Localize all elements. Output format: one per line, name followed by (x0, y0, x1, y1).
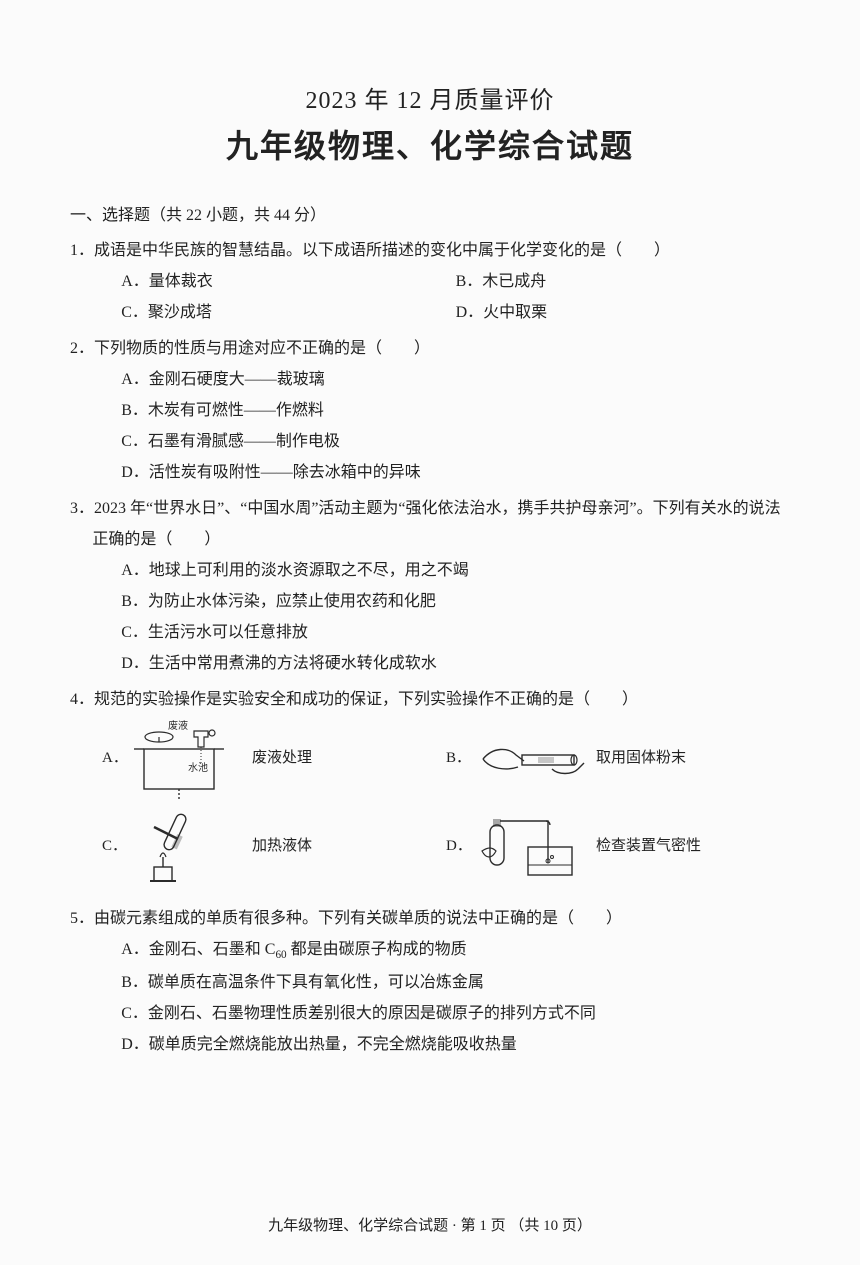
question-stem: 2．下列物质的性质与用途对应不正确的是（ ） (70, 333, 790, 364)
question-stem: 5．由碳元素组成的单质有很多种。下列有关碳单质的说法中正确的是（ ） (70, 903, 790, 934)
option-letter: B． (446, 744, 470, 773)
question-number: 5． (70, 910, 94, 927)
question-number: 4． (70, 691, 94, 708)
page-title: 九年级物理、化学综合试题 (70, 121, 790, 167)
question-stem: 1．成语是中华民族的智慧结晶。以下成语所描述的变化中属于化学变化的是（ ） (70, 235, 790, 266)
option-d: D．火中取栗 (456, 297, 790, 328)
option-b: B．碳单质在高温条件下具有氧化性，可以冶炼金属 (121, 967, 790, 998)
question-text: 下列物质的性质与用途对应不正确的是（ ） (94, 340, 430, 357)
figure-option-a: A． 废液 水池 废液处理 (102, 719, 446, 799)
question-number: 3． (70, 500, 94, 517)
option-d: D．生活中常用煮沸的方法将硬水转化成软水 (121, 648, 790, 679)
question-text: 成语是中华民族的智慧结晶。以下成语所描述的变化中属于化学变化的是（ ） (94, 242, 670, 259)
option-letter: A． (102, 744, 126, 773)
waste-liquid-icon: 废液 水池 (134, 719, 244, 799)
exam-page: 2023 年 12 月质量评价 九年级物理、化学综合试题 一、选择题（共 22 … (0, 0, 860, 1265)
heat-liquid-icon (134, 807, 244, 887)
option-b: B．木炭有可燃性——作燃料 (121, 395, 790, 426)
option-c: C．聚沙成塔 (121, 297, 455, 328)
option-c: C．生活污水可以任意排放 (121, 617, 790, 648)
option-a: A．金刚石、石墨和 C60 都是由碳原子构成的物质 (121, 934, 790, 967)
figure-caption: 废液处理 (252, 744, 312, 773)
question-2: 2．下列物质的性质与用途对应不正确的是（ ） A．金刚石硬度大——裁玻璃 B．木… (70, 333, 790, 489)
option-d: D．活性炭有吸附性——除去冰箱中的异味 (121, 457, 790, 488)
options: A．量体裁衣 B．木已成舟 C．聚沙成塔 D．火中取栗 (70, 266, 790, 328)
options: A．地球上可利用的淡水资源取之不尽，用之不竭 B．为防止水体污染，应禁止使用农药… (70, 555, 790, 680)
svg-text:废液: 废液 (168, 719, 188, 732)
question-number: 2． (70, 340, 94, 357)
scoop-powder-icon (478, 719, 588, 799)
figure-caption: 取用固体粉末 (596, 744, 686, 773)
question-text: 规范的实验操作是实验安全和成功的保证，下列实验操作不正确的是（ ） (94, 691, 638, 708)
option-letter: D． (446, 832, 470, 861)
section-header: 一、选择题（共 22 小题，共 44 分） (70, 201, 790, 225)
option-c: C．石墨有滑腻感——制作电极 (121, 426, 790, 457)
question-3: 3．2023 年“世界水日”、“中国水周”活动主题为“强化依法治水，携手共护母亲… (70, 493, 790, 680)
svg-text:水池: 水池 (188, 761, 208, 774)
question-text: 由碳元素组成的单质有很多种。下列有关碳单质的说法中正确的是（ ） (94, 910, 622, 927)
figure-caption: 加热液体 (252, 832, 312, 861)
figure-option-b: B． 取用固体粉末 (446, 719, 790, 799)
figure-options: A． 废液 水池 废液处理 B． (70, 719, 790, 895)
figure-caption: 检查装置气密性 (596, 832, 701, 861)
figure-option-c: C． 加热液体 (102, 807, 446, 887)
question-stem: 4．规范的实验操作是实验安全和成功的保证，下列实验操作不正确的是（ ） (70, 684, 790, 715)
question-stem: 3．2023 年“世界水日”、“中国水周”活动主题为“强化依法治水，携手共护母亲… (70, 493, 790, 555)
question-4: 4．规范的实验操作是实验安全和成功的保证，下列实验操作不正确的是（ ） A． 废… (70, 684, 790, 895)
question-number: 1． (70, 242, 94, 259)
figure-option-d: D． 检查装置气密性 (446, 807, 790, 887)
option-letter: C． (102, 832, 126, 861)
option-d: D．碳单质完全燃烧能放出热量，不完全燃烧能吸收热量 (121, 1029, 790, 1060)
options: A．金刚石硬度大——裁玻璃 B．木炭有可燃性——作燃料 C．石墨有滑腻感——制作… (70, 364, 790, 489)
option-b: B．为防止水体污染，应禁止使用农药和化肥 (121, 586, 790, 617)
page-subtitle: 2023 年 12 月质量评价 (70, 80, 790, 115)
options: A．金刚石、石墨和 C60 都是由碳原子构成的物质 B．碳单质在高温条件下具有氧… (70, 934, 790, 1061)
option-a: A．金刚石硬度大——裁玻璃 (121, 364, 790, 395)
question-5: 5．由碳元素组成的单质有很多种。下列有关碳单质的说法中正确的是（ ） A．金刚石… (70, 903, 790, 1061)
question-text: 2023 年“世界水日”、“中国水周”活动主题为“强化依法治水，携手共护母亲河”… (92, 500, 780, 548)
page-footer: 九年级物理、化学综合试题 · 第 1 页 （共 10 页） (0, 1214, 860, 1235)
option-a: A．量体裁衣 (121, 266, 455, 297)
option-a: A．地球上可利用的淡水资源取之不尽，用之不竭 (121, 555, 790, 586)
question-1: 1．成语是中华民族的智慧结晶。以下成语所描述的变化中属于化学变化的是（ ） A．… (70, 235, 790, 329)
option-c: C．金刚石、石墨物理性质差别很大的原因是碳原子的排列方式不同 (121, 998, 790, 1029)
option-b: B．木已成舟 (456, 266, 790, 297)
airtightness-icon (478, 807, 588, 887)
